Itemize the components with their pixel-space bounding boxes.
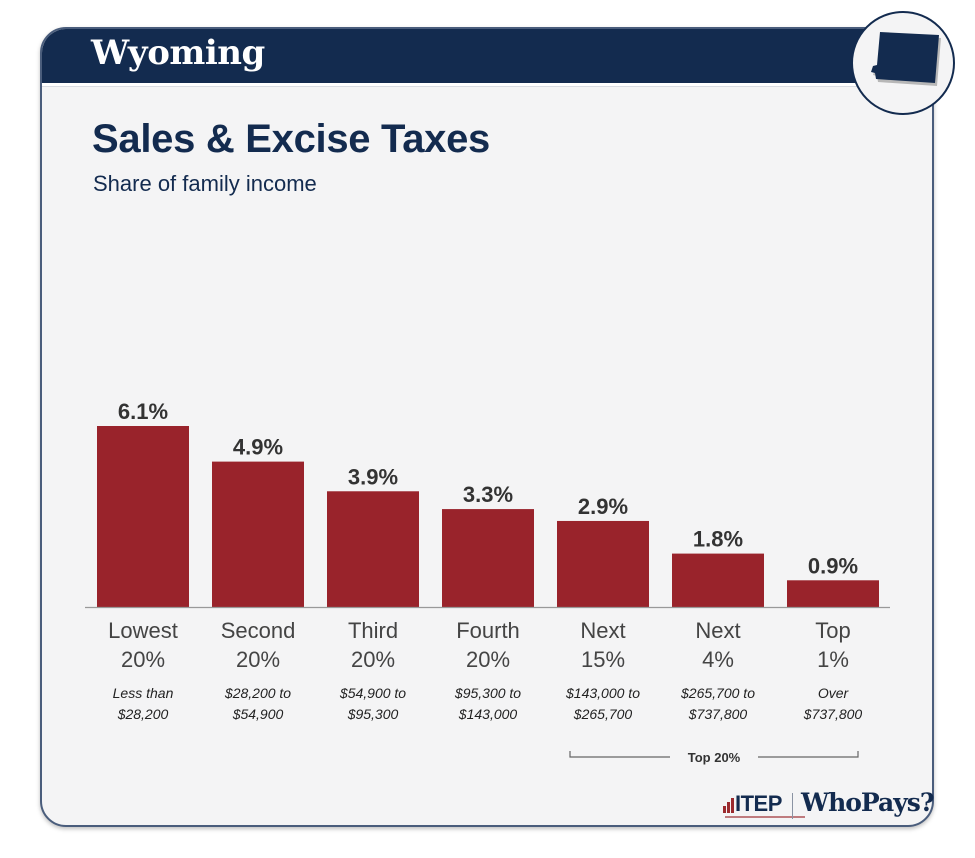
bar-value-label: 2.9% (578, 494, 628, 519)
income-range-label: $54,900 to (339, 685, 406, 701)
bar (97, 426, 189, 607)
category-label: 1% (817, 647, 849, 672)
bar-value-label: 3.3% (463, 482, 513, 507)
itep-tagline (725, 816, 805, 818)
income-range-label: $737,800 (803, 706, 863, 722)
income-range-label: $28,200 (117, 706, 169, 722)
category-label: 20% (121, 647, 165, 672)
wyoming-state-shape-icon (871, 32, 941, 86)
bar (327, 491, 419, 607)
bracket-line-right (758, 751, 859, 758)
bracket-line-left (569, 751, 670, 758)
top20-bracket: Top 20% (569, 750, 859, 765)
bars-layer (97, 426, 879, 607)
chart-title: Sales & Excise Taxes (92, 117, 490, 161)
income-range-label: $143,000 (458, 706, 518, 722)
income-range-label: $95,300 to (454, 685, 521, 701)
category-label: 20% (351, 647, 395, 672)
header-band: Wyoming (42, 29, 932, 83)
state-name: Wyoming (91, 33, 265, 73)
bar-value-label: 3.9% (348, 464, 398, 489)
income-range-label: $143,000 to (565, 685, 640, 701)
income-range-label: $28,200 to (224, 685, 291, 701)
category-label: 20% (466, 647, 510, 672)
category-label: Next (695, 618, 740, 643)
chart-subtitle: Share of family income (93, 171, 317, 196)
income-range-label: Less than (113, 685, 174, 701)
income-range-label: $265,700 to (680, 685, 755, 701)
bar-value-label: 6.1% (118, 399, 168, 424)
bar (672, 553, 764, 607)
header-divider (42, 83, 932, 87)
category-label: Second (221, 618, 296, 643)
itep-logo-text: ITEP (735, 791, 782, 816)
bar-value-label: 0.9% (808, 553, 858, 578)
category-label: Third (348, 618, 398, 643)
income-range-label: Over (818, 685, 850, 701)
logo-separator (792, 793, 793, 819)
bar-value-label: 1.8% (693, 527, 743, 552)
income-range-label: $95,300 (347, 706, 399, 722)
bracket-label: Top 20% (688, 750, 741, 765)
labels-layer: 6.1% Lowest 20% Less than $28,200 4.9% Second 2… (108, 399, 862, 722)
whopays-logo-text: WhoPays? (801, 788, 935, 817)
category-label: Next (580, 618, 625, 643)
bar (212, 461, 304, 607)
income-range-label: $265,700 (573, 706, 633, 722)
bar (442, 509, 534, 607)
category-label: Top (815, 618, 850, 643)
category-label: Fourth (456, 618, 520, 643)
income-range-label: $737,800 (688, 706, 748, 722)
state-badge (851, 11, 955, 115)
category-label: Lowest (108, 618, 178, 643)
category-label: 20% (236, 647, 280, 672)
itep-bars-icon (723, 798, 734, 813)
category-label: 4% (702, 647, 734, 672)
bar (787, 580, 879, 607)
bar-value-label: 4.9% (233, 435, 283, 460)
category-label: 15% (581, 647, 625, 672)
income-range-label: $54,900 (232, 706, 284, 722)
bar (557, 520, 649, 607)
